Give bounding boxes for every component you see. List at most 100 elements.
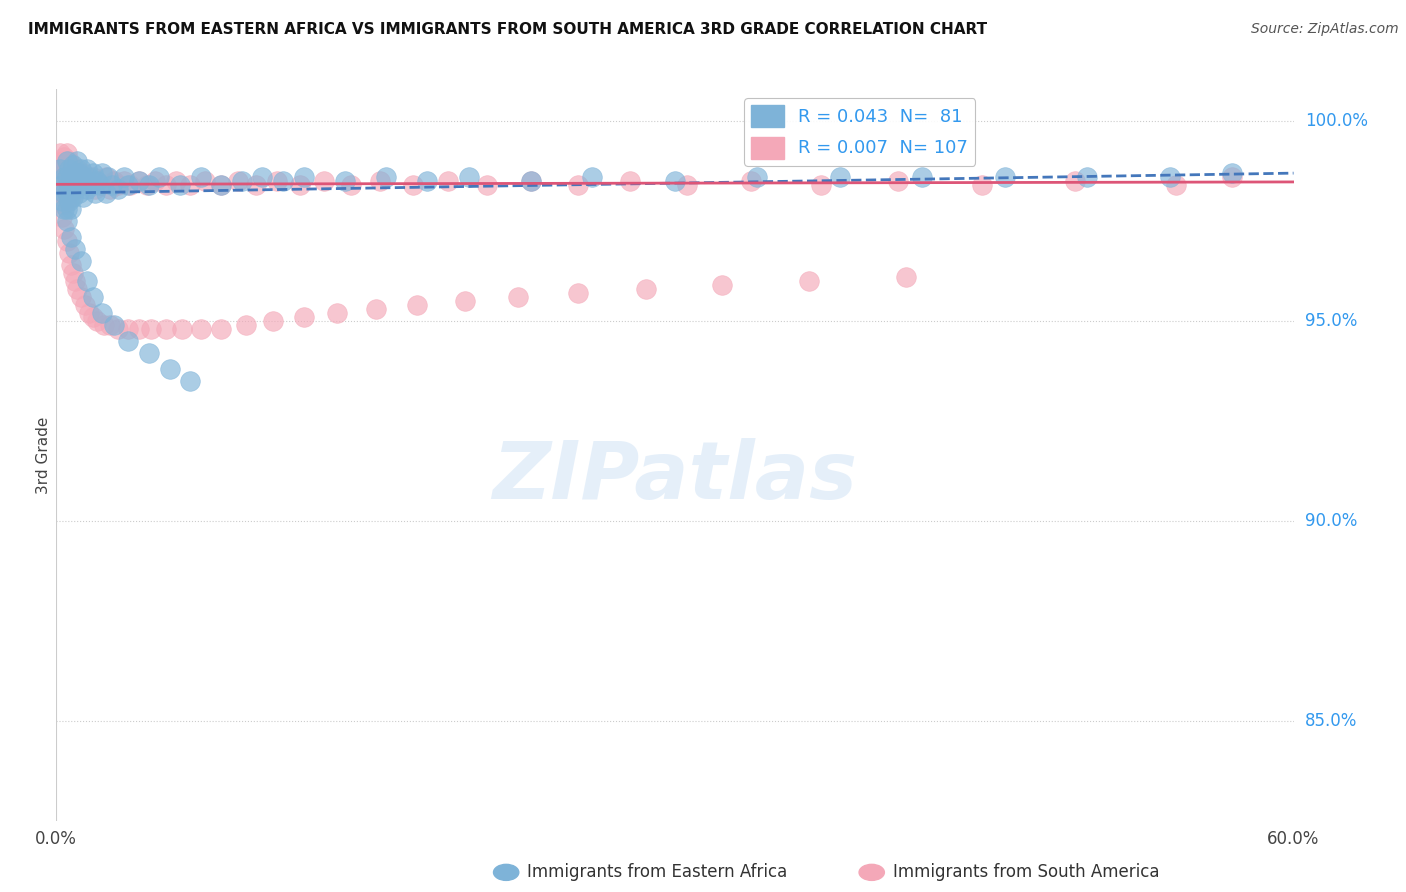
Point: [53, 166, 76, 180]
Point: [139, 322, 162, 336]
Point: [58, 186, 80, 201]
Point: [86, 314, 108, 328]
Point: [49, 146, 72, 161]
Point: [59, 186, 82, 201]
Point: [453, 293, 475, 308]
Point: [364, 301, 387, 316]
Point: [740, 174, 762, 188]
Point: [128, 174, 150, 188]
Point: [1159, 170, 1181, 185]
Point: [62, 162, 84, 177]
Point: [66, 154, 89, 169]
Point: [1164, 178, 1187, 193]
Point: [994, 170, 1017, 185]
Point: [53, 186, 76, 201]
Point: [76, 170, 98, 185]
Point: [55, 202, 77, 216]
Point: [828, 170, 851, 185]
Point: [63, 166, 86, 180]
Point: [101, 178, 124, 193]
Point: [62, 266, 84, 280]
Point: [266, 174, 288, 188]
Point: [519, 174, 541, 188]
Point: [70, 162, 93, 177]
Point: [58, 178, 80, 193]
Point: [72, 190, 94, 204]
Point: [477, 178, 499, 193]
Point: [93, 318, 115, 332]
Point: [179, 178, 201, 193]
Point: [66, 282, 89, 296]
Point: [170, 322, 193, 336]
Point: [51, 186, 73, 201]
Point: [252, 170, 274, 185]
Point: [70, 178, 93, 193]
Point: [53, 222, 76, 236]
Text: Immigrants from Eastern Africa: Immigrants from Eastern Africa: [527, 863, 787, 881]
Point: [117, 334, 139, 348]
Point: [112, 170, 135, 185]
Point: [292, 170, 315, 185]
Point: [55, 154, 77, 169]
Point: [66, 162, 89, 177]
Point: [406, 298, 429, 312]
Point: [138, 178, 160, 193]
Point: [58, 194, 80, 208]
Point: [634, 282, 657, 296]
Point: [886, 174, 908, 188]
Point: [51, 178, 73, 193]
Point: [148, 170, 170, 185]
Point: [76, 162, 98, 177]
Point: [77, 170, 100, 185]
Point: [90, 166, 112, 180]
Point: [107, 322, 129, 336]
Point: [1220, 170, 1243, 185]
Point: [567, 286, 589, 301]
Point: [94, 186, 117, 201]
Point: [53, 170, 76, 185]
Point: [49, 162, 72, 177]
Point: [98, 318, 121, 332]
Point: [619, 174, 641, 188]
Point: [75, 298, 97, 312]
Point: [97, 170, 120, 185]
Point: [138, 346, 160, 360]
Point: [112, 174, 135, 188]
Point: [55, 194, 77, 208]
Point: [190, 170, 212, 185]
Point: [75, 174, 97, 188]
Point: [159, 362, 181, 376]
Point: [194, 174, 217, 188]
Point: [155, 322, 177, 336]
Text: Source: ZipAtlas.com: Source: ZipAtlas.com: [1251, 22, 1399, 37]
Point: [368, 174, 391, 188]
Point: [747, 170, 769, 185]
Point: [98, 182, 121, 196]
Point: [59, 230, 82, 244]
Point: [209, 178, 232, 193]
Point: [62, 178, 84, 193]
Point: [59, 258, 82, 272]
Point: [53, 202, 76, 216]
Point: [59, 202, 82, 216]
Point: [59, 158, 82, 172]
Point: [76, 182, 98, 196]
Point: [67, 166, 90, 180]
Point: [117, 178, 139, 193]
Point: [169, 178, 191, 193]
Point: [1076, 170, 1098, 185]
Point: [117, 322, 139, 336]
Point: [80, 178, 103, 193]
Point: [55, 146, 77, 161]
Point: [51, 170, 73, 185]
Point: [271, 174, 294, 188]
Point: [416, 174, 439, 188]
Point: [80, 178, 103, 193]
Point: [82, 310, 104, 324]
Point: [63, 166, 86, 180]
Point: [63, 242, 86, 256]
Point: [103, 174, 125, 188]
Point: [179, 374, 201, 388]
Point: [75, 178, 97, 193]
Point: [292, 310, 315, 324]
